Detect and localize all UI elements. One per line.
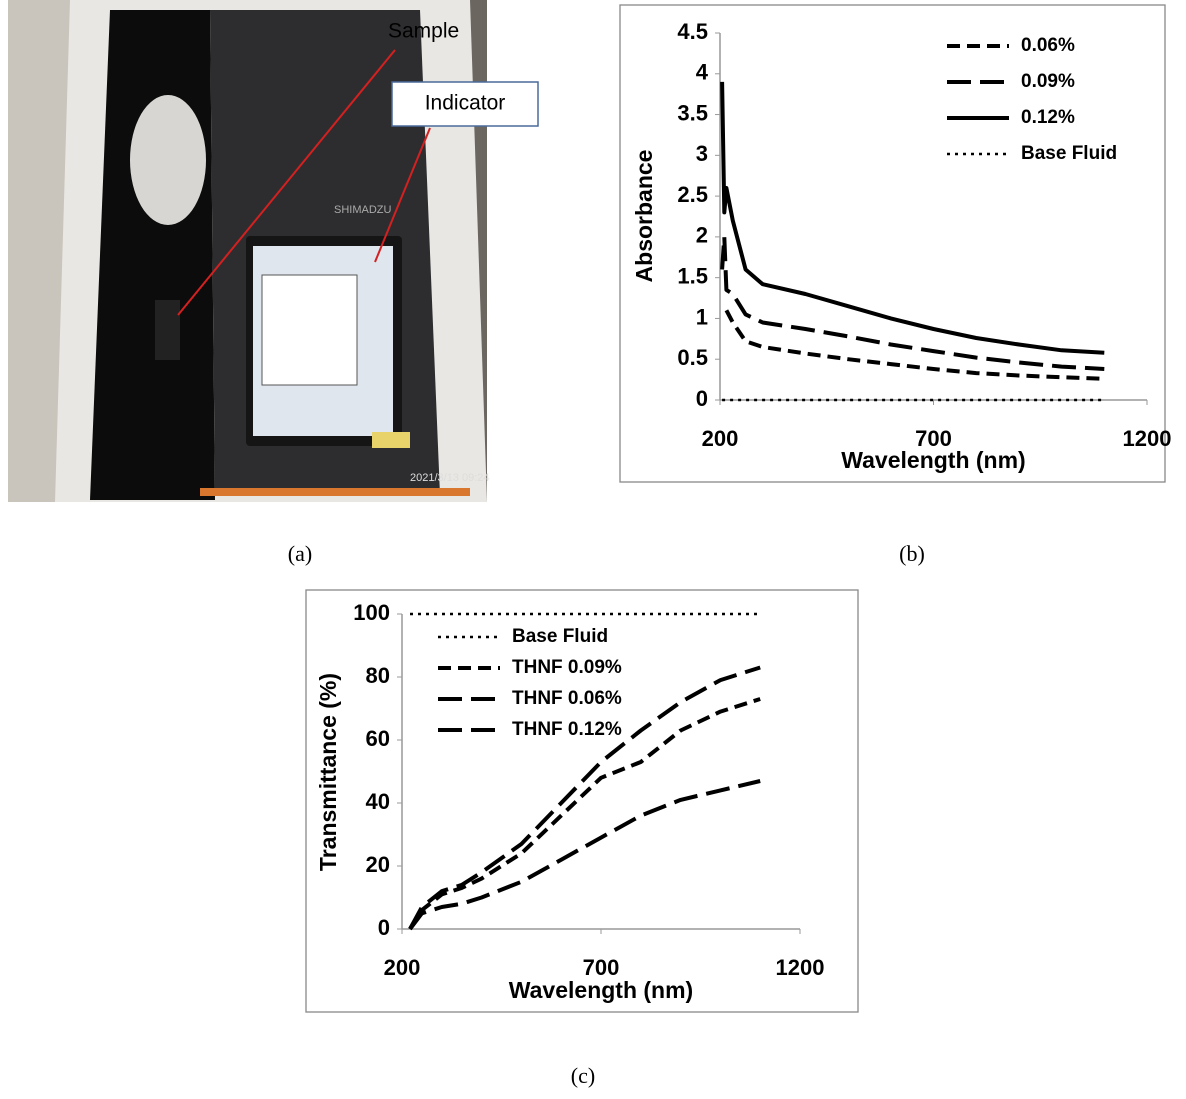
series-line <box>408 779 761 931</box>
y-tick-label: 1.5 <box>677 263 708 288</box>
y-tick-label: 2.5 <box>677 182 708 207</box>
legend-label: Base Fluid <box>1021 143 1117 164</box>
timestamp: 2021/3/13 09:24 <box>410 472 490 484</box>
caption: (c) <box>571 1063 595 1088</box>
x-tick-label: 200 <box>384 955 421 980</box>
legend-label: THNF 0.06% <box>512 688 622 709</box>
series-line <box>408 697 761 931</box>
y-tick-label: 100 <box>353 600 390 625</box>
y-tick-label: 0 <box>696 386 708 411</box>
caption: (b) <box>899 541 925 566</box>
arrow <box>374 127 431 263</box>
y-tick-label: 4 <box>696 60 709 85</box>
caption: (a) <box>288 541 312 566</box>
y-axis-title: Absorbance <box>631 150 657 283</box>
photo-label: Indicator <box>425 92 506 115</box>
chart-frame <box>619 4 1166 483</box>
legend-label: THNF 0.09% <box>512 657 622 678</box>
brand: SHIMADZU <box>334 204 392 216</box>
y-tick-label: 1 <box>696 304 708 329</box>
x-tick-label: 1200 <box>776 955 825 980</box>
x-tick-label: 200 <box>702 426 739 451</box>
series-line <box>724 309 1105 381</box>
y-tick-label: 20 <box>366 852 390 877</box>
y-tick-label: 0.5 <box>677 345 708 370</box>
series-line <box>408 665 761 930</box>
legend-label: 0.06% <box>1021 35 1075 56</box>
y-tick-label: 0 <box>378 915 390 940</box>
indicator-light <box>372 432 410 448</box>
holder <box>155 300 180 360</box>
y-tick-label: 2 <box>696 223 708 248</box>
legend-label: 0.09% <box>1021 71 1075 92</box>
legend-label: 0.12% <box>1021 107 1075 128</box>
x-tick-label: 700 <box>583 955 620 980</box>
x-tick-label: 700 <box>915 426 952 451</box>
y-tick-label: 4.5 <box>677 19 708 44</box>
cable <box>200 488 470 496</box>
y-tick-label: 60 <box>366 726 390 751</box>
x-tick-label: 1200 <box>1123 426 1172 451</box>
label-box <box>391 81 539 127</box>
chart-frame <box>305 589 859 1013</box>
y-axis-title: Transmittance (%) <box>315 673 341 871</box>
series-line <box>720 234 1105 371</box>
y-tick-label: 3 <box>696 141 708 166</box>
compartment <box>90 10 215 500</box>
series-line <box>720 81 1105 355</box>
sample-bag <box>130 95 206 225</box>
photo-label: Sample <box>388 20 459 43</box>
y-tick-label: 3.5 <box>677 100 708 125</box>
arrow <box>177 49 396 316</box>
x-axis-title: Wavelength (nm) <box>841 447 1025 473</box>
legend-label: Base Fluid <box>512 626 608 647</box>
x-axis-title: Wavelength (nm) <box>509 977 693 1003</box>
photo: SHIMADZU 2021/3/13 09:24 Sample Indicato… <box>8 0 539 502</box>
y-tick-label: 40 <box>366 789 390 814</box>
screen-plot <box>261 274 358 386</box>
legend-label: THNF 0.12% <box>512 719 622 740</box>
y-tick-label: 80 <box>366 663 390 688</box>
